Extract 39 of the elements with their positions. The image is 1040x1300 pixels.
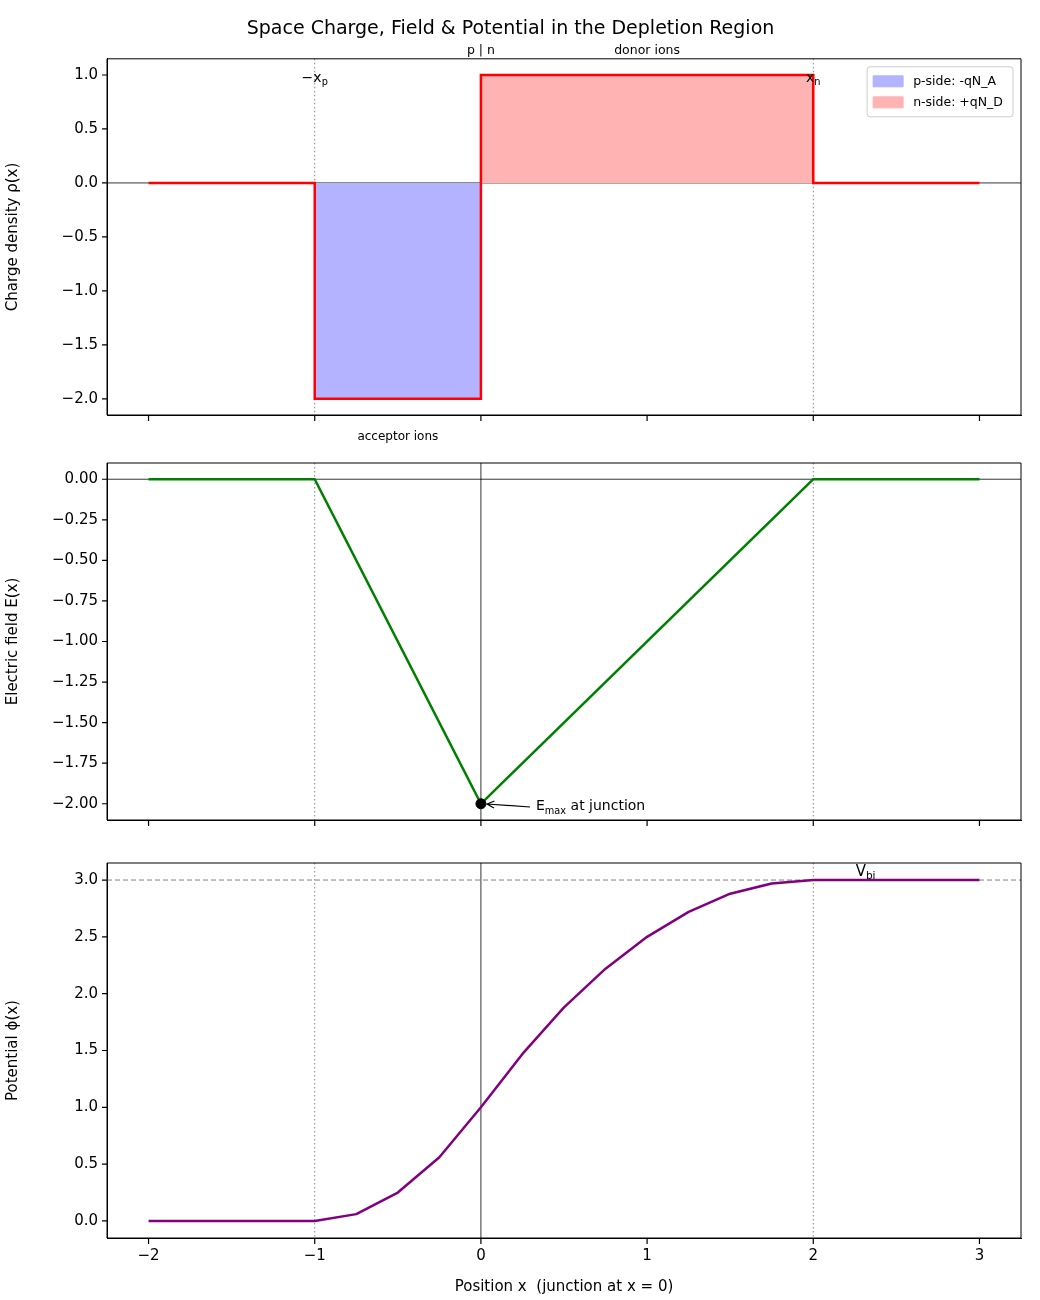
x-tick-label: −2	[137, 1245, 160, 1264]
y-tick-label: −1.50	[52, 712, 98, 731]
y-tick-label: −1.5	[61, 334, 98, 353]
y-tick-label: 1.5	[74, 1040, 98, 1059]
x-axis-title: Position x (junction at x = 0)	[454, 1276, 674, 1295]
y-tick-label: 0.0	[74, 172, 98, 191]
y-tick-label: −1.00	[52, 631, 98, 650]
y-tick-label: −0.25	[52, 509, 98, 528]
legend-label: n-side: +qN_D	[913, 94, 1004, 110]
y-axis-title: Charge density ρ(x)	[2, 162, 21, 312]
x-tick-label: 0	[476, 1245, 486, 1264]
y-axis-title: Potential ϕ(x)	[2, 1000, 21, 1101]
annotation: acceptor ions	[357, 429, 439, 444]
y-tick-label: 1.0	[74, 1097, 98, 1116]
y-tick-label: 3.0	[74, 869, 98, 888]
y-tick-label: −0.75	[52, 590, 98, 609]
y-tick-label: 0.0	[74, 1210, 98, 1229]
y-axis-title: Electric field E(x)	[2, 577, 21, 706]
y-tick-label: 0.5	[74, 118, 98, 137]
y-tick-label: −0.50	[52, 550, 98, 569]
y-tick-label: 1.0	[74, 64, 98, 83]
x-tick-label: 1	[642, 1245, 652, 1264]
y-tick-label: −2.00	[52, 793, 98, 812]
annotation: p | n	[466, 41, 495, 57]
x-tick-label: −1	[303, 1245, 326, 1264]
x-tick-label: 2	[808, 1245, 819, 1264]
chart-title: Space Charge, Field & Potential in the Depletion Region	[246, 16, 775, 39]
annotation: donor ions	[614, 41, 681, 57]
y-tick-label: 2.5	[74, 926, 98, 945]
y-tick-label: 0.00	[64, 469, 98, 488]
y-tick-label: −1.25	[52, 671, 98, 690]
y-tick-label: −1.75	[52, 753, 98, 772]
y-tick-label: −1.0	[61, 280, 98, 299]
x-tick-label: 3	[974, 1245, 985, 1264]
y-tick-label: −2.0	[61, 388, 98, 407]
legend-label: p-side: -qN_A	[913, 73, 997, 89]
y-tick-label: 2.0	[74, 983, 98, 1002]
y-tick-label: 0.5	[74, 1154, 98, 1173]
y-tick-label: −0.5	[61, 226, 98, 245]
